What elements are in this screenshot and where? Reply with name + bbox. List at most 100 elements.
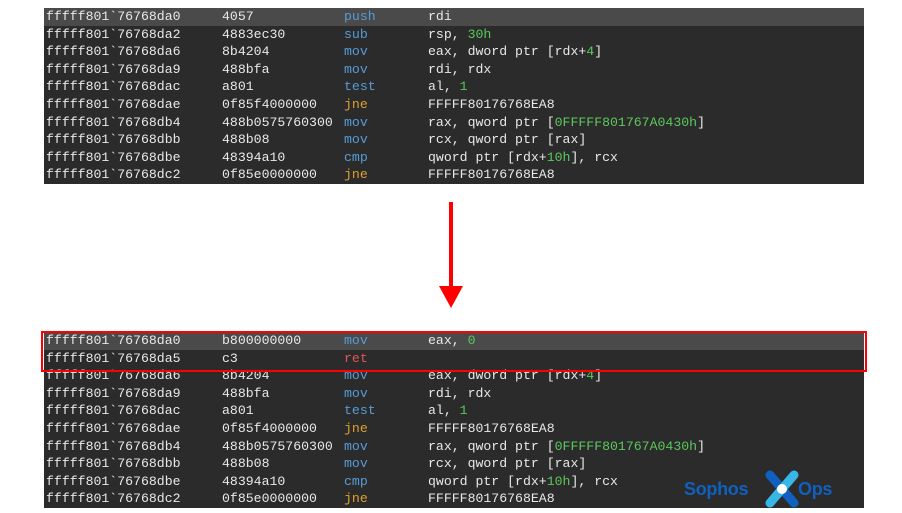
operands-cell: eax, dword ptr [rdx+4] (428, 43, 864, 61)
operand-segment: 0FFFFF801767A0430h (555, 439, 697, 454)
operand-segment: ], rcx (570, 150, 617, 165)
addr-cell: fffff801`76768da5 (44, 350, 222, 368)
addr-cell: fffff801`76768db4 (44, 438, 222, 456)
bytes-cell: 488b08 (222, 131, 344, 149)
bytes-cell: b800000000 (222, 332, 344, 350)
addr-cell: fffff801`76768dac (44, 78, 222, 96)
operand-segment: qword ptr [rdx+ (428, 474, 547, 489)
bytes-cell: a801 (222, 78, 344, 96)
disasm-row: fffff801`76768dbe48394a10cmpqword ptr [r… (44, 149, 864, 167)
mnemonic-cell: jne (344, 96, 428, 114)
bytes-cell: 488b0575760300 (222, 438, 344, 456)
operand-segment: ] (697, 439, 705, 454)
logo-x-icon (762, 469, 802, 513)
bytes-cell: 4057 (222, 8, 344, 26)
mnemonic-cell: jne (344, 420, 428, 438)
operand-segment: qword ptr [rdx+ (428, 150, 547, 165)
operand-segment: 4 (586, 44, 594, 59)
operands-cell: rax, qword ptr [0FFFFF801767A0430h] (428, 114, 864, 132)
mnemonic-cell: mov (344, 455, 428, 473)
operand-segment: 10h (547, 474, 571, 489)
operands-cell: rcx, qword ptr [rax] (428, 131, 864, 149)
operand-segment: rax, qword ptr [ (428, 439, 555, 454)
operand-segment: 10h (547, 150, 571, 165)
operands-cell: eax, dword ptr [rdx+4] (428, 367, 864, 385)
addr-cell: fffff801`76768dbe (44, 149, 222, 167)
operands-cell: rsp, 30h (428, 26, 864, 44)
operand-segment: 30h (468, 27, 492, 42)
operand-segment: FFFFF80176768EA8 (428, 421, 555, 436)
disasm-row: fffff801`76768da0b800000000moveax, 0 (44, 332, 864, 350)
operand-segment: rcx, qword ptr [rax] (428, 132, 586, 147)
mnemonic-cell: sub (344, 26, 428, 44)
bytes-cell: 48394a10 (222, 149, 344, 167)
operands-cell: qword ptr [rdx+10h], rcx (428, 149, 864, 167)
bytes-cell: 0f85f4000000 (222, 420, 344, 438)
addr-cell: fffff801`76768dae (44, 420, 222, 438)
disasm-row: fffff801`76768da24883ec30subrsp, 30h (44, 26, 864, 44)
disasm-row: fffff801`76768dbb488b08movrcx, qword ptr… (44, 131, 864, 149)
operand-segment: eax, (428, 333, 468, 348)
bytes-cell: 8b4204 (222, 43, 344, 61)
mnemonic-cell: mov (344, 385, 428, 403)
operands-cell (428, 350, 864, 368)
operands-cell: rdi (428, 8, 864, 26)
operand-segment: rsp, (428, 27, 468, 42)
operands-cell: rax, qword ptr [0FFFFF801767A0430h] (428, 438, 864, 456)
flow-arrow-head (439, 286, 463, 308)
disasm-row: fffff801`76768dae0f85f4000000jneFFFFF801… (44, 96, 864, 114)
addr-cell: fffff801`76768da9 (44, 385, 222, 403)
addr-cell: fffff801`76768dc2 (44, 490, 222, 508)
bytes-cell: c3 (222, 350, 344, 368)
disasm-row: fffff801`76768da04057pushrdi (44, 8, 864, 26)
mnemonic-cell: push (344, 8, 428, 26)
addr-cell: fffff801`76768da0 (44, 332, 222, 350)
operand-segment: FFFFF80176768EA8 (428, 491, 555, 506)
operands-cell: rdi, rdx (428, 61, 864, 79)
disasm-row: fffff801`76768daca801testal, 1 (44, 402, 864, 420)
operands-cell: al, 1 (428, 402, 864, 420)
mnemonic-cell: test (344, 78, 428, 96)
operand-segment: ] (697, 115, 705, 130)
mnemonic-cell: ret (344, 350, 428, 368)
operands-cell: rdi, rdx (428, 385, 864, 403)
mnemonic-cell: mov (344, 367, 428, 385)
disasm-row: fffff801`76768db4488b0575760300movrax, q… (44, 114, 864, 132)
addr-cell: fffff801`76768dbb (44, 455, 222, 473)
mnemonic-cell: jne (344, 490, 428, 508)
operands-cell: eax, 0 (428, 332, 864, 350)
operand-segment: rdi, rdx (428, 386, 491, 401)
sophos-xops-logo: Sophos Ops (684, 471, 884, 513)
mnemonic-cell: test (344, 402, 428, 420)
operand-segment: FFFFF80176768EA8 (428, 167, 555, 182)
operand-segment: rdi (428, 9, 452, 24)
disasm-row: fffff801`76768dae0f85f4000000jneFFFFF801… (44, 420, 864, 438)
operand-segment: al, (428, 79, 460, 94)
addr-cell: fffff801`76768dbe (44, 473, 222, 491)
operand-segment: 4 (586, 368, 594, 383)
operand-segment: 1 (460, 79, 468, 94)
logo-ops-text: Ops (798, 479, 832, 500)
operand-segment: ] (594, 368, 602, 383)
addr-cell: fffff801`76768da9 (44, 61, 222, 79)
bytes-cell: 0f85f4000000 (222, 96, 344, 114)
addr-cell: fffff801`76768dac (44, 402, 222, 420)
operands-cell: FFFFF80176768EA8 (428, 96, 864, 114)
disasm-row: fffff801`76768da9488bfamovrdi, rdx (44, 61, 864, 79)
bytes-cell: 488bfa (222, 385, 344, 403)
mnemonic-cell: jne (344, 166, 428, 184)
mnemonic-cell: mov (344, 332, 428, 350)
operand-segment: rax, qword ptr [ (428, 115, 555, 130)
operand-segment: FFFFF80176768EA8 (428, 97, 555, 112)
mnemonic-cell: mov (344, 114, 428, 132)
operands-cell: FFFFF80176768EA8 (428, 420, 864, 438)
disasm-row: fffff801`76768daca801testal, 1 (44, 78, 864, 96)
disasm-row: fffff801`76768db4488b0575760300movrax, q… (44, 438, 864, 456)
operand-segment: 0FFFFF801767A0430h (555, 115, 697, 130)
mnemonic-cell: mov (344, 131, 428, 149)
addr-cell: fffff801`76768db4 (44, 114, 222, 132)
disasm-row: fffff801`76768da68b4204moveax, dword ptr… (44, 367, 864, 385)
addr-cell: fffff801`76768da6 (44, 367, 222, 385)
mnemonic-cell: cmp (344, 149, 428, 167)
mnemonic-cell: cmp (344, 473, 428, 491)
